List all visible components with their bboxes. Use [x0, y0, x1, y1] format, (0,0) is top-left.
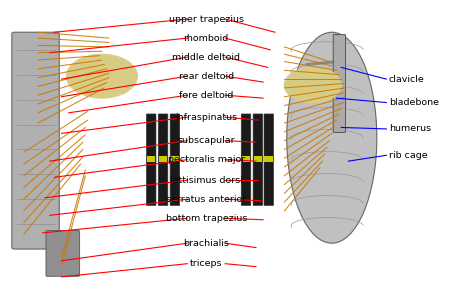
FancyBboxPatch shape [147, 156, 155, 161]
FancyBboxPatch shape [146, 114, 156, 205]
Text: subscapular: subscapular [177, 136, 235, 145]
Text: bottom trapezius: bottom trapezius [165, 214, 247, 223]
FancyBboxPatch shape [171, 156, 179, 161]
Text: lattisimus dorsi: lattisimus dorsi [170, 176, 243, 185]
FancyBboxPatch shape [253, 114, 263, 205]
FancyBboxPatch shape [264, 156, 273, 161]
FancyBboxPatch shape [333, 35, 346, 132]
Circle shape [66, 54, 137, 98]
Text: triceps: triceps [190, 259, 222, 268]
Text: clavicle: clavicle [389, 75, 424, 84]
FancyBboxPatch shape [170, 114, 180, 205]
Ellipse shape [287, 32, 377, 243]
Text: middle deltoid: middle deltoid [172, 53, 240, 62]
Text: rear deltoid: rear deltoid [179, 72, 234, 81]
FancyBboxPatch shape [159, 156, 167, 161]
Text: humerus: humerus [389, 125, 431, 133]
FancyBboxPatch shape [12, 32, 59, 249]
FancyBboxPatch shape [254, 156, 262, 161]
FancyBboxPatch shape [46, 231, 80, 276]
Text: fore deltoid: fore deltoid [179, 91, 233, 100]
Text: rhomboid: rhomboid [183, 34, 229, 42]
Text: upper trapezius: upper trapezius [169, 15, 244, 23]
FancyBboxPatch shape [241, 114, 251, 205]
Circle shape [284, 67, 341, 103]
Text: brachialis: brachialis [183, 239, 229, 248]
FancyBboxPatch shape [242, 156, 250, 161]
Text: rib cage: rib cage [389, 151, 427, 160]
Text: bladebone: bladebone [389, 98, 438, 107]
FancyBboxPatch shape [264, 114, 273, 205]
FancyBboxPatch shape [158, 114, 168, 205]
Text: serratus anterior: serratus anterior [166, 195, 246, 204]
Text: pectoralis major: pectoralis major [168, 155, 245, 164]
Text: infraspinatus: infraspinatus [175, 113, 237, 122]
